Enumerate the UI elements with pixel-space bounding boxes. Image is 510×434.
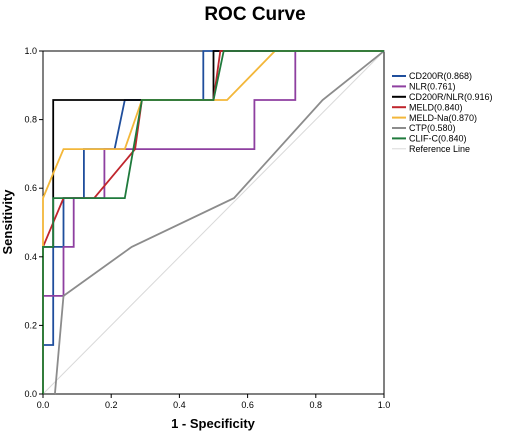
legend-label: CLIF-C(0.840) <box>409 134 467 144</box>
y-tick-label: 0.6 <box>24 183 37 193</box>
x-axis-label: 1 - Specificity <box>171 416 256 431</box>
series-line-7 <box>42 50 385 395</box>
x-tick-label: 0.0 <box>37 400 50 410</box>
y-axis-ticks: 0.0 0.2 0.4 0.6 0.8 1.0 <box>24 46 43 399</box>
legend-label: MELD(0.840) <box>409 102 463 112</box>
y-tick-label: 0.4 <box>24 252 37 262</box>
x-tick-label: 0.8 <box>310 400 323 410</box>
series-line-6 <box>42 50 384 394</box>
x-tick-label: 0.2 <box>105 400 118 410</box>
legend-label: CTP(0.580) <box>409 123 456 133</box>
x-axis-ticks: 0.0 0.2 0.4 0.6 0.8 1.0 <box>37 394 391 410</box>
plot-area: 0.0 0.2 0.4 0.6 0.8 1.0 0.0 0.2 0.4 0.6 0.8 1.0 <box>24 46 390 410</box>
legend-label: CD200R(0.868) <box>409 71 472 81</box>
legend-label: MELD-Na(0.870) <box>409 113 477 123</box>
x-tick-label: 1.0 <box>378 400 391 410</box>
series-layer <box>42 50 385 395</box>
series-line-4 <box>42 50 384 394</box>
y-tick-label: 0.8 <box>24 115 37 125</box>
series-line-5 <box>54 50 385 395</box>
y-axis-label: Sensitivity <box>0 189 15 255</box>
series-line-3 <box>42 50 384 394</box>
chart-title: ROC Curve <box>204 4 305 25</box>
y-tick-label: 0.2 <box>24 320 37 330</box>
y-tick-label: 1.0 <box>24 46 37 56</box>
legend-label: NLR(0.761) <box>409 82 456 92</box>
x-tick-label: 0.4 <box>173 400 186 410</box>
y-tick-label: 0.0 <box>24 389 37 399</box>
legend: CD200R(0.868)NLR(0.761)CD200R/NLR(0.916)… <box>392 71 493 154</box>
legend-label: Reference Line <box>409 144 470 154</box>
x-tick-label: 0.6 <box>241 400 254 410</box>
legend-label: CD200R/NLR(0.916) <box>409 92 493 102</box>
